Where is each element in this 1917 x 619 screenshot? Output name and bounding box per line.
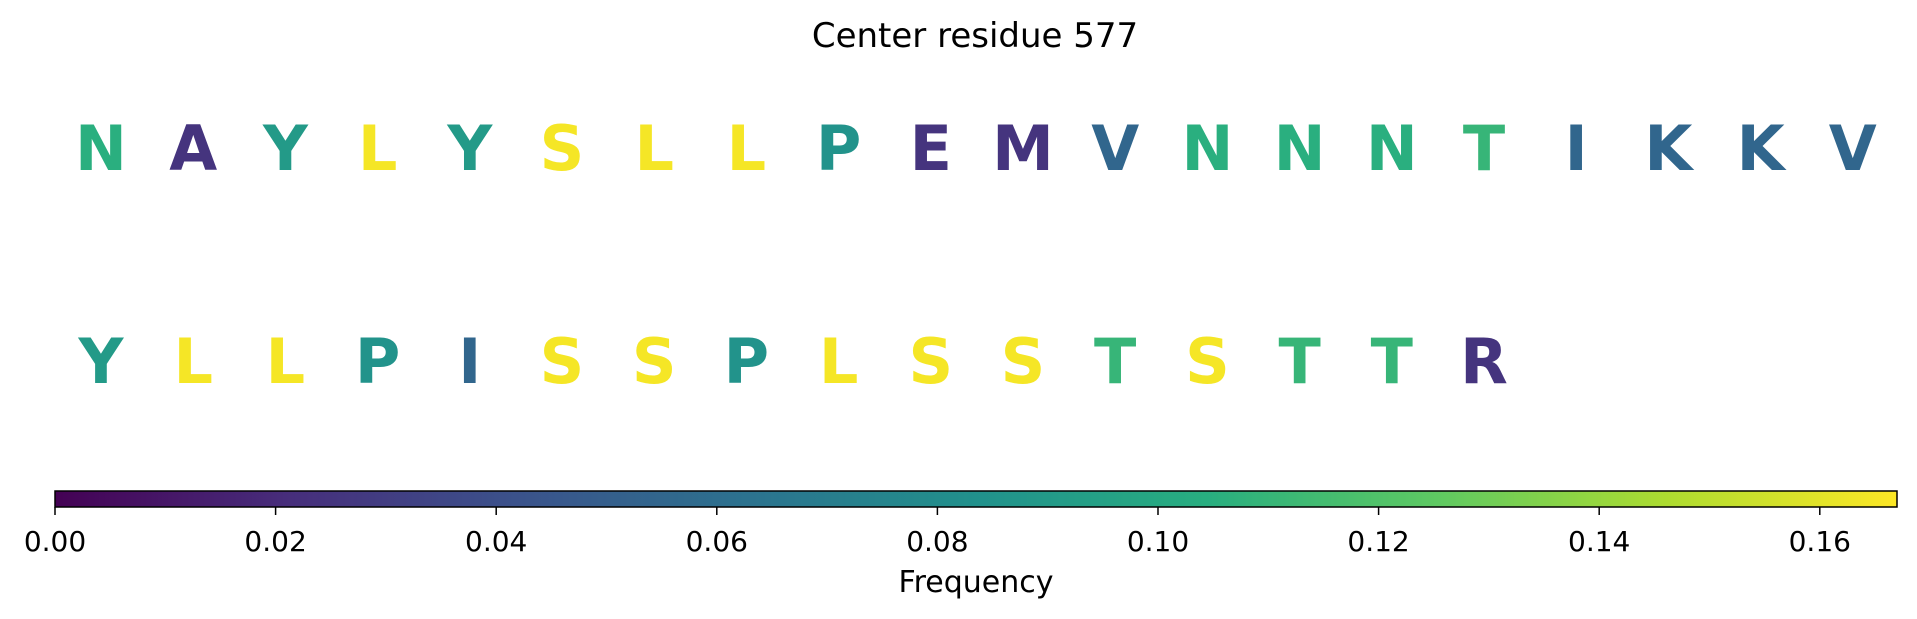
colorbar-tick-label: 0.10 [1127,525,1189,558]
residue-letter: Y [446,112,493,185]
colorbar-label: Frequency [899,565,1054,600]
residue-letter: T [1463,112,1505,185]
residue-letter: M [992,112,1054,185]
residue-letter: P [724,325,769,398]
residue-letter: T [1278,325,1320,398]
residue-letter: K [1737,112,1787,185]
residue-letter: T [1371,325,1413,398]
residue-rows: N A Y L Y S L L P E M V N N N T I K K VY L L P I S S P L S S T S T T R [75,112,1877,398]
residue-letter: L [173,325,213,398]
residue-letter: S [908,325,953,398]
residue-letter: E [910,112,952,185]
residue-letter: P [355,325,400,398]
residue-letter: S [632,325,677,398]
residue-letter: S [540,112,585,185]
residue-letter: K [1644,112,1694,185]
residue-letter: N [1366,112,1418,185]
colorbar-ticks: 0.00 0.02 0.04 0.06 0.08 0.10 0.12 0.14 0.16 [24,507,1851,558]
residue-letter: N [1181,112,1233,185]
colorbar [54,490,1898,508]
residue-letter: N [1274,112,1326,185]
residue-letter: I [1565,112,1588,185]
residue-letter: L [266,325,306,398]
colorbar-tick-label: 0.16 [1789,525,1851,558]
colorbar-tick-label: 0.02 [244,525,306,558]
residue-letter: V [1829,112,1877,185]
residue-letter: S [540,325,585,398]
residue-letter: L [358,112,398,185]
residue-letter: L [727,112,767,185]
colorbar-tick-label: 0.06 [686,525,748,558]
residue-letter: P [816,112,861,185]
residue-letter: S [1185,325,1230,398]
residue-letter: I [458,325,481,398]
residue-letter: R [1460,325,1508,398]
residue-letter: N [75,112,127,185]
residue-letter: S [1001,325,1046,398]
chart-title: Center residue 577 [812,16,1138,56]
residue-letter: V [1091,112,1139,185]
residue-letter: T [1094,325,1136,398]
colorbar-tick-label: 0.14 [1568,525,1630,558]
residue-letter: A [169,112,217,185]
colorbar-tick-label: 0.00 [24,525,86,558]
colorbar-tick-label: 0.08 [906,525,968,558]
residue-letter: L [634,112,674,185]
colorbar-tick-label: 0.12 [1347,525,1409,558]
colorbar-tick-label: 0.04 [465,525,527,558]
residue-letter: L [819,325,859,398]
residue-letter: Y [78,325,125,398]
residue-letter: Y [262,112,309,185]
